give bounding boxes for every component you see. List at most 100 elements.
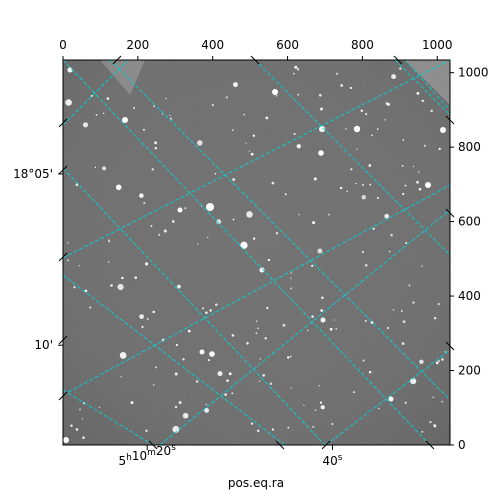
star: [378, 407, 380, 410]
star: [134, 276, 138, 280]
star: [296, 68, 300, 71]
star: [298, 213, 300, 216]
star: [435, 361, 439, 365]
star: [400, 310, 403, 312]
star: [430, 109, 433, 113]
star: [404, 401, 407, 404]
star: [163, 229, 167, 233]
star: [78, 264, 80, 267]
star: [275, 232, 279, 235]
bright-star: [272, 89, 278, 95]
star: [133, 107, 136, 109]
star: [115, 184, 122, 191]
star: [165, 97, 167, 100]
star: [187, 329, 191, 333]
star: [441, 400, 444, 403]
star: [265, 116, 269, 120]
star: [120, 376, 122, 378]
star: [438, 360, 440, 362]
star: [246, 342, 249, 345]
star: [182, 412, 189, 419]
star: [387, 102, 391, 106]
star: [233, 82, 238, 88]
star: [67, 259, 70, 262]
star: [391, 74, 397, 80]
ra-tick-label: 40s: [322, 453, 342, 468]
star: [170, 117, 173, 120]
star: [371, 134, 373, 137]
star: [271, 428, 274, 431]
star: [98, 406, 101, 408]
star: [294, 65, 298, 69]
star: [95, 114, 98, 116]
star: [70, 424, 73, 427]
plot-frame: [62, 59, 451, 446]
bright-star: [122, 117, 128, 123]
star: [336, 72, 339, 75]
edge-tick: [445, 208, 455, 218]
star: [211, 104, 214, 107]
star: [297, 93, 300, 96]
star: [90, 94, 93, 97]
star: [402, 320, 406, 323]
axes: 0 200 400 600 800 1000 0 200 400 600 800 1000 5h10m2…: [13, 38, 488, 468]
star: [139, 314, 144, 319]
star: [362, 184, 364, 186]
star: [372, 227, 375, 230]
dec-tick-label: 18°05': [13, 167, 53, 181]
star: [384, 213, 390, 219]
star: [205, 403, 208, 406]
star: [161, 113, 164, 115]
star: [226, 379, 230, 383]
star: [360, 109, 363, 112]
bright-star: [177, 207, 183, 213]
star: [240, 241, 248, 249]
grid-line: [63, 274, 286, 445]
bright-star: [63, 437, 69, 443]
star: [228, 372, 232, 376]
star: [388, 250, 391, 253]
star: [303, 404, 305, 407]
star: [102, 112, 105, 115]
star: [266, 306, 269, 310]
edge-tick: [58, 335, 68, 345]
star: [318, 93, 322, 97]
star: [215, 303, 218, 306]
star: [364, 263, 368, 267]
star: [250, 152, 254, 156]
bright-star: [67, 67, 73, 73]
star: [412, 301, 415, 304]
star: [232, 178, 236, 181]
star: [79, 408, 81, 411]
bright-corner-glow-right: [405, 60, 450, 105]
star: [416, 180, 419, 184]
star: [386, 326, 390, 330]
star: [437, 303, 440, 306]
edge-tick: [58, 165, 68, 175]
star: [292, 72, 295, 75]
star: [262, 373, 266, 377]
star: [319, 126, 326, 133]
y-tick-label-right: 200: [458, 364, 481, 378]
star: [245, 142, 247, 144]
star: [217, 371, 223, 377]
image-plot-area: [63, 60, 450, 445]
star: [350, 168, 353, 171]
grid-line: [159, 209, 450, 445]
star: [271, 181, 275, 185]
x-tick-label-top: 600: [276, 38, 299, 52]
star: [368, 370, 372, 374]
star: [290, 387, 292, 389]
star: [287, 426, 290, 429]
star: [174, 372, 178, 376]
star: [312, 425, 315, 428]
star: [65, 99, 72, 106]
star: [231, 392, 234, 395]
star: [392, 308, 395, 311]
y-tick-label-right: 600: [458, 215, 481, 229]
bright-star: [259, 267, 265, 273]
edge-tick: [112, 55, 122, 65]
star: [369, 183, 372, 186]
edge-tick: [445, 115, 455, 125]
star: [102, 166, 107, 171]
